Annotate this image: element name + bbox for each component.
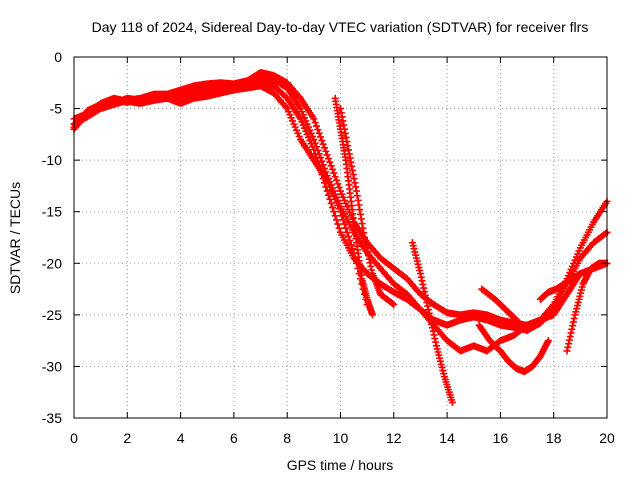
series-track-11 <box>536 270 584 303</box>
data-series <box>70 68 611 407</box>
y-tick-label: 0 <box>54 49 62 65</box>
data-point <box>323 151 331 159</box>
data-point <box>342 224 350 232</box>
y-tick-label: -35 <box>42 410 62 426</box>
data-point <box>544 337 552 345</box>
y-tick-label: -25 <box>42 307 62 323</box>
data-point <box>315 150 323 158</box>
x-tick-label: 16 <box>493 430 509 446</box>
data-point <box>335 183 343 191</box>
x-tick-label: 14 <box>439 430 455 446</box>
tick-labels: 0 2 4 6 8 10 12 14 16 18 20 0 -5 -10 -15 -20 -25 -30 -35 <box>42 49 615 446</box>
data-point <box>318 171 326 179</box>
data-point <box>314 126 322 134</box>
series-track-8 <box>475 321 552 376</box>
data-point <box>361 237 369 245</box>
x-tick-label: 4 <box>177 430 185 446</box>
data-point <box>321 164 329 172</box>
data-point <box>326 195 334 203</box>
y-tick-label: -20 <box>42 255 62 271</box>
data-point <box>330 208 338 216</box>
data-point <box>310 115 318 123</box>
data-point <box>313 143 321 151</box>
data-point <box>390 301 398 309</box>
chart-title: Day 118 of 2024, Sidereal Day-to-day VTE… <box>92 19 589 35</box>
y-tick-label: -5 <box>50 101 63 117</box>
data-point <box>314 146 322 154</box>
data-point <box>318 157 326 165</box>
data-point <box>523 326 531 334</box>
data-point <box>331 212 339 220</box>
x-tick-label: 20 <box>599 430 615 446</box>
series-track-6 <box>337 105 398 309</box>
x-axis-label: GPS time / hours <box>287 457 394 473</box>
axis-ticks <box>73 56 608 419</box>
data-point <box>325 155 333 163</box>
series-track-5 <box>331 94 376 319</box>
data-point <box>388 300 396 308</box>
data-point <box>325 191 333 199</box>
x-tick-label: 2 <box>123 430 131 446</box>
data-point <box>368 311 376 319</box>
data-point <box>322 147 330 155</box>
x-tick-label: 0 <box>70 430 78 446</box>
x-tick-label: 10 <box>333 430 349 446</box>
data-point <box>318 137 326 145</box>
data-point <box>321 144 329 152</box>
data-point <box>602 229 610 237</box>
data-point <box>319 161 327 169</box>
data-point <box>334 220 342 228</box>
data-point <box>448 399 456 407</box>
data-point <box>322 168 330 176</box>
y-axis-label: SDTVAR / TECUs <box>7 182 23 294</box>
data-point <box>327 199 335 207</box>
data-point <box>317 133 325 141</box>
y-tick-label: -30 <box>42 358 62 374</box>
data-point <box>326 158 334 166</box>
data-point <box>343 228 351 236</box>
data-point <box>315 162 323 170</box>
data-point <box>322 183 330 191</box>
data-point <box>330 169 338 177</box>
data-point <box>522 325 530 333</box>
data-point <box>311 139 319 147</box>
data-point <box>313 122 321 130</box>
data-point <box>327 162 335 170</box>
data-point <box>329 204 337 212</box>
data-point <box>321 179 329 187</box>
data-point <box>314 158 322 166</box>
series-track-7 <box>408 239 456 407</box>
data-point <box>311 118 319 126</box>
data-point <box>319 140 327 148</box>
data-point <box>333 216 341 224</box>
data-point <box>317 154 325 162</box>
data-point <box>334 180 342 188</box>
data-point <box>310 136 318 144</box>
data-point <box>335 224 343 232</box>
data-point <box>331 173 339 181</box>
y-tick-label: -10 <box>42 152 62 168</box>
data-point <box>329 165 337 173</box>
data-point <box>576 270 584 278</box>
data-point <box>315 129 323 137</box>
data-point <box>323 187 331 195</box>
data-point <box>317 166 325 174</box>
x-tick-label: 8 <box>283 430 291 446</box>
y-tick-label: -15 <box>42 204 62 220</box>
data-point <box>333 176 341 184</box>
x-tick-label: 18 <box>546 430 562 446</box>
x-tick-label: 12 <box>386 430 402 446</box>
x-tick-label: 6 <box>230 430 238 446</box>
series-track-9 <box>478 285 531 334</box>
data-point <box>344 232 352 240</box>
